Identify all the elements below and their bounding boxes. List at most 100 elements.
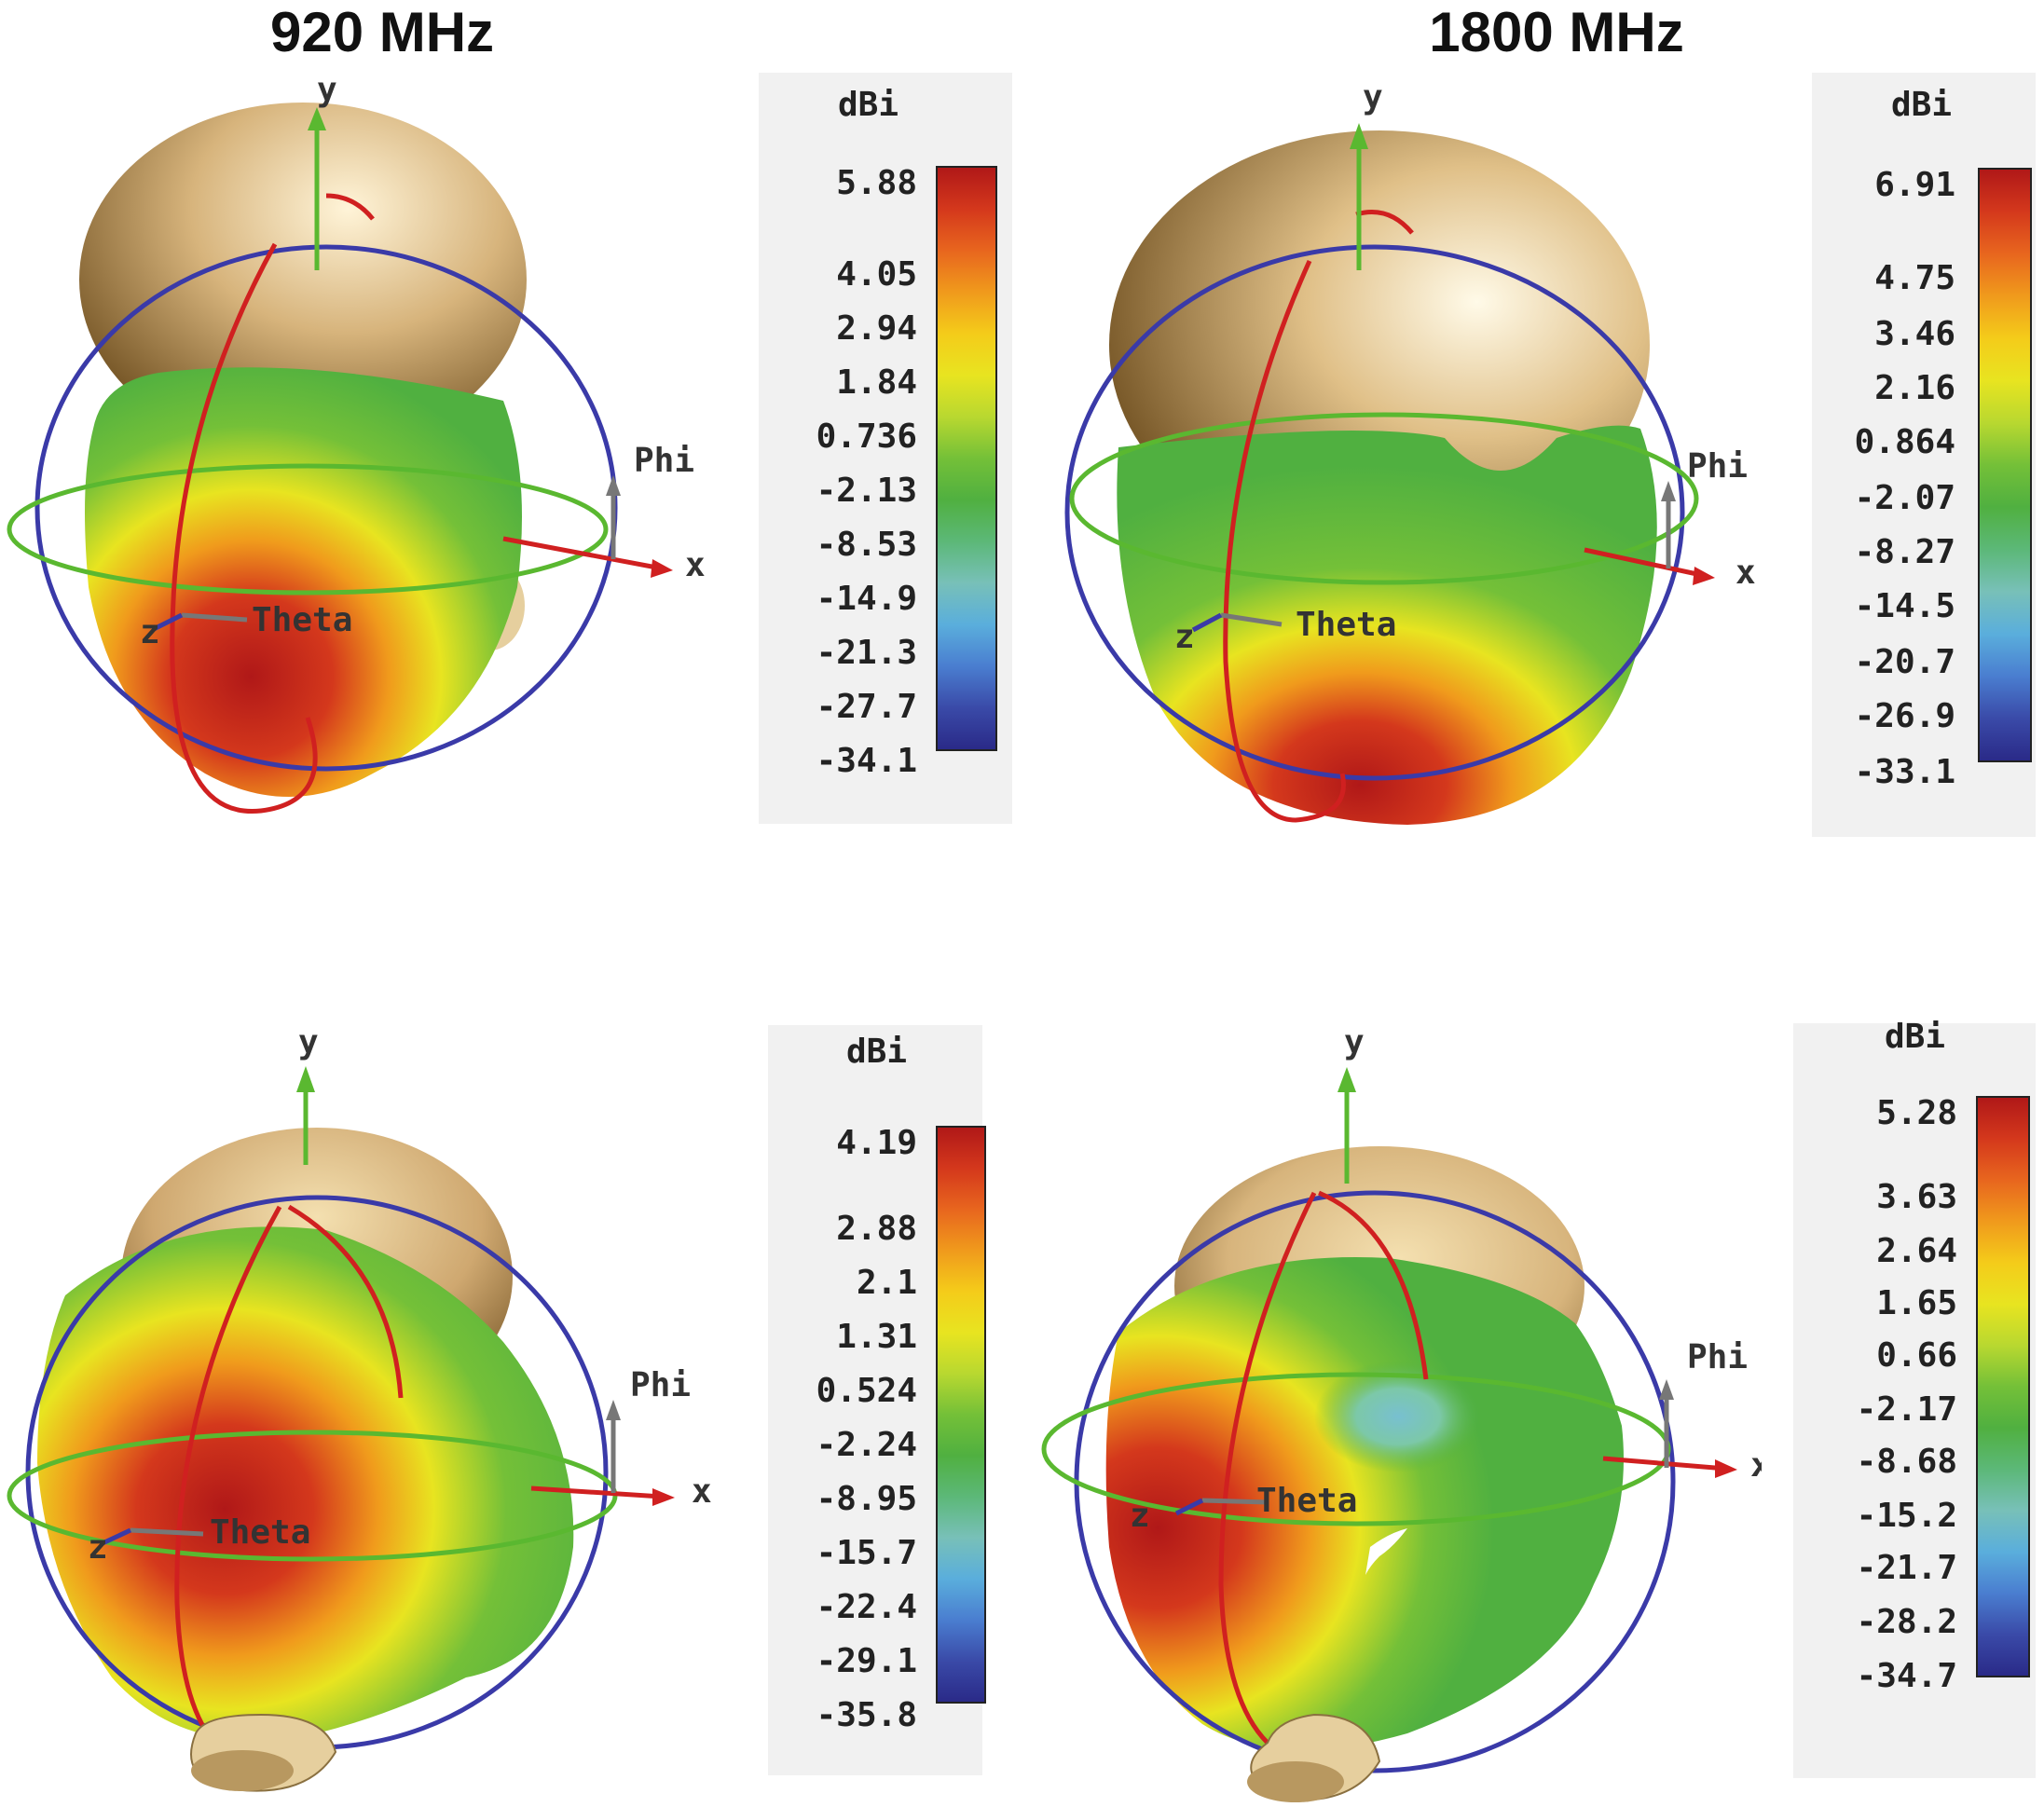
colorbar-tick: 2.64 xyxy=(1876,1232,1957,1270)
z-axis-label: z xyxy=(1130,1497,1150,1535)
colorbar-tick: -14.9 xyxy=(816,580,917,618)
colorbar-tick: 2.88 xyxy=(836,1210,917,1248)
colorbar-tick: 0.524 xyxy=(816,1372,917,1410)
y-axis-label: y xyxy=(1363,78,1383,116)
pattern-panel-920-top: y x Phi Theta z dBi 5.88 4.05 2.94 1.84 … xyxy=(0,65,1025,848)
colorbar-tick: -15.7 xyxy=(816,1534,917,1572)
colorbar-tick: 5.88 xyxy=(836,164,917,202)
z-axis-label: z xyxy=(88,1528,108,1567)
x-axis-arrow xyxy=(502,536,663,571)
colorbar-unit: dBi xyxy=(1885,1018,1946,1056)
colorbar-tick: -21.3 xyxy=(816,634,917,672)
red-circle xyxy=(170,242,318,815)
column-title-920: 920 MHz xyxy=(269,1,495,63)
theta-arrow xyxy=(181,612,248,623)
colorbar-tick: 4.19 xyxy=(836,1124,917,1162)
colorbar-tick: -20.7 xyxy=(1854,643,1955,681)
colorbar-tick: -35.8 xyxy=(816,1696,917,1734)
red-circle xyxy=(1218,1191,1317,1764)
red-circle xyxy=(174,1205,282,1764)
radiation-pattern-3d: y x Phi Theta z xyxy=(7,1025,712,1792)
theta-arrow xyxy=(1220,612,1283,627)
x-axis-label: x xyxy=(1735,554,1756,592)
theta-label: Theta xyxy=(1256,1482,1357,1520)
colorbar-tick: -22.4 xyxy=(816,1588,917,1626)
y-axis-label: y xyxy=(298,1025,319,1061)
colorbar-tick: 5.28 xyxy=(1876,1094,1957,1132)
colorbar-tick: -2.13 xyxy=(816,472,917,510)
pattern-panel-1800-top: y x Phi Theta z dBi 6.91 4.75 3.46 2.16 … xyxy=(1035,65,2044,848)
colorbar-tick: -2.07 xyxy=(1854,479,1955,517)
colorbar xyxy=(936,166,997,751)
colorbar-tick: -29.1 xyxy=(816,1642,917,1680)
column-title-1800: 1800 MHz xyxy=(1429,1,1684,63)
pattern-panel-1800-bottom: y x Phi Theta z dBi 5.28 3.63 2.64 1.65 … xyxy=(1035,1018,2044,1807)
z-axis-label: z xyxy=(140,613,160,651)
colorbar-tick: -8.68 xyxy=(1856,1443,1957,1481)
colorbar-tick: 1.84 xyxy=(836,363,917,402)
colorbar-tick: 2.1 xyxy=(856,1264,917,1302)
colorbar-panel: dBi 4.19 2.88 2.1 1.31 0.524 -2.24 -8.95… xyxy=(768,1025,986,1775)
colorbar-tick: -33.1 xyxy=(1854,753,1955,791)
pattern-panel-920-bottom: y x Phi Theta z dBi 4.19 2.88 2.1 1.31 0… xyxy=(0,1025,1025,1807)
colorbar xyxy=(1976,1096,2030,1677)
colorbar-tick: 2.16 xyxy=(1874,369,1955,407)
colorbar-tick: 4.05 xyxy=(836,255,917,294)
green-circle xyxy=(7,463,609,595)
colorbar-tick: -8.95 xyxy=(816,1480,917,1518)
z-axis-arrow xyxy=(1174,1498,1204,1516)
y-axis-label: y xyxy=(317,71,337,109)
colorbar-tick: -15.2 xyxy=(1856,1497,1957,1535)
colorbar-unit: dBi xyxy=(838,86,899,124)
red-circle xyxy=(1223,259,1346,823)
phi-label: Phi xyxy=(1687,1338,1748,1376)
z-axis-arrow xyxy=(152,612,184,632)
colorbar-tick: 4.75 xyxy=(1874,259,1955,297)
radiation-pattern-3d: y x Phi Theta z xyxy=(1041,1025,1762,1802)
phi-label: Phi xyxy=(634,442,694,480)
theta-label: Theta xyxy=(1296,606,1396,644)
colorbar-tick: 0.864 xyxy=(1854,423,1955,461)
z-axis-label: z xyxy=(1174,618,1195,656)
colorbar-tick: -8.27 xyxy=(1854,533,1955,571)
x-axis-label: x xyxy=(1750,1446,1762,1485)
blue-circle xyxy=(1064,244,1685,781)
x-axis-label: x xyxy=(692,1472,712,1511)
colorbar-unit: dBi xyxy=(846,1033,908,1071)
colorbar-tick: -14.5 xyxy=(1854,587,1955,625)
colorbar-tick: -34.7 xyxy=(1856,1657,1957,1695)
y-axis-label: y xyxy=(1344,1025,1365,1061)
colorbar-tick: -34.1 xyxy=(816,742,917,780)
theta-label: Theta xyxy=(210,1513,310,1552)
colorbar-tick: 1.65 xyxy=(1876,1284,1957,1322)
colorbar-unit: dBi xyxy=(1891,86,1953,124)
colorbar xyxy=(936,1126,986,1704)
colorbar-tick: -2.17 xyxy=(1856,1390,1957,1429)
colorbar-tick: 3.46 xyxy=(1874,315,1955,353)
theta-arrow xyxy=(1201,1498,1269,1505)
z-axis-arrow xyxy=(101,1527,132,1546)
colorbar-tick: 6.91 xyxy=(1874,166,1955,204)
radiation-pattern-3d: y x Phi Theta z xyxy=(7,71,706,815)
theta-arrow xyxy=(130,1527,204,1537)
x-axis-arrow xyxy=(1584,547,1707,579)
colorbar-tick: -27.7 xyxy=(816,688,917,726)
radiation-pattern-3d: y x Phi Theta z xyxy=(1064,78,1756,825)
x-axis-label: x xyxy=(685,546,706,584)
colorbar xyxy=(1978,168,2032,762)
colorbar-tick: -8.53 xyxy=(816,526,917,564)
colorbar-panel: dBi 5.88 4.05 2.94 1.84 0.736 -2.13 -8.5… xyxy=(759,73,1012,824)
z-axis-arrow xyxy=(1191,612,1223,633)
colorbar-tick: -26.9 xyxy=(1854,697,1955,735)
colorbar-tick: -28.2 xyxy=(1856,1603,1957,1641)
phi-label: Phi xyxy=(630,1366,691,1404)
colorbar-panel: dBi 6.91 4.75 3.46 2.16 0.864 -2.07 -8.2… xyxy=(1812,73,2036,837)
colorbar-tick: 1.31 xyxy=(836,1318,917,1356)
colorbar-tick: -2.24 xyxy=(816,1426,917,1464)
colorbar-tick: -21.7 xyxy=(1856,1549,1957,1587)
colorbar-tick: 2.94 xyxy=(836,309,917,348)
colorbar-panel: dBi 5.28 3.63 2.64 1.65 0.66 -2.17 -8.68… xyxy=(1793,1018,2036,1778)
phi-label: Phi xyxy=(1687,447,1748,486)
green-circle xyxy=(1069,412,1699,585)
colorbar-tick: 0.66 xyxy=(1876,1336,1957,1375)
